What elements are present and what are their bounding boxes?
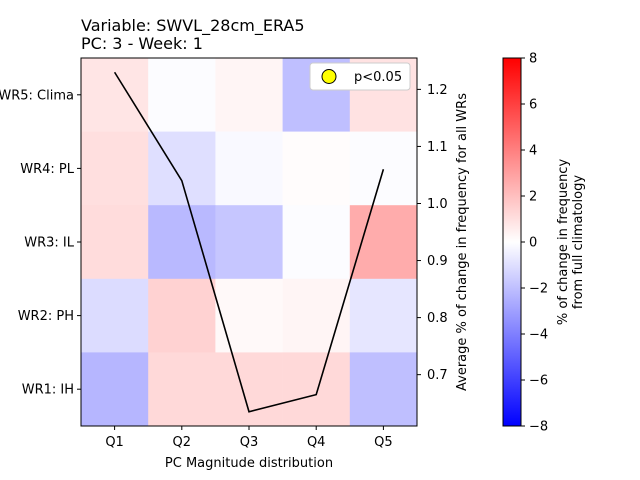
y-tick-label: WR4: PL: [20, 162, 75, 177]
x-tick-label: Q4: [307, 435, 326, 450]
colorbar-tick-label: 2: [529, 190, 537, 205]
heatmap-cell: [349, 205, 418, 280]
y-tick-label: WR3: IL: [24, 236, 75, 251]
heatmap-cell: [349, 131, 418, 206]
heatmap-cell: [81, 278, 149, 353]
colorbar-tick-label: 8: [529, 52, 537, 67]
right-axis: 0.7 0.8 0.9 1.0 1.1 1.2: [417, 83, 448, 383]
colorbar-tick-label: 0: [529, 236, 537, 251]
right-tick-label: 1.0: [427, 197, 448, 212]
x-tick-label: Q1: [105, 435, 124, 450]
heatmap-cells: [81, 58, 418, 427]
x-tick-label: Q3: [240, 435, 259, 450]
colorbar-tick-label: 4: [529, 144, 537, 159]
x-tick-label: Q2: [173, 435, 192, 450]
heatmap-cell: [282, 205, 351, 280]
x-axis-label: PC Magnitude distribution: [165, 456, 333, 471]
legend-box: [309, 62, 411, 91]
right-tick-label: 1.2: [427, 83, 448, 98]
colorbar-gradient: [502, 57, 522, 427]
colorbar-tick-label: 6: [529, 98, 537, 113]
heatmap-cell: [282, 352, 351, 427]
right-axis-label: Average % of change in frequency for all…: [455, 93, 470, 391]
colorbar-tick-label: −2: [529, 282, 548, 297]
heatmap-cell: [215, 131, 283, 206]
colorbar-tick-label: −8: [529, 420, 548, 435]
heatmap-cell: [148, 58, 216, 132]
chart-title-line2: PC: 3 - Week: 1: [81, 34, 203, 53]
legend: p<0.05: [309, 62, 411, 91]
x-tick-label: Q5: [374, 435, 393, 450]
colorbar-tick-label: −6: [529, 374, 548, 389]
heatmap-cell: [148, 352, 216, 427]
colorbar-tick-label: −4: [529, 328, 548, 343]
y-tick-label: WR5: Clima: [0, 88, 74, 103]
average-change-line: [113, 71, 385, 413]
colorbar-axis: 8 6 4 2 0 −2 −4 −6 −8: [521, 52, 548, 435]
right-tick-label: 0.9: [427, 254, 448, 269]
heatmap-cell: [215, 352, 283, 427]
heatmap-cell: [215, 278, 283, 353]
right-tick-label: 1.1: [427, 140, 448, 155]
heatmap-cell: [349, 352, 418, 427]
heatmap-cell: [81, 131, 149, 206]
heatmap-cell: [148, 278, 216, 353]
heatmap-cell: [148, 205, 216, 280]
heatmap-cell: [81, 58, 149, 132]
y-axis: WR5: Clima WR4: PL WR3: IL WR2: PH WR1: IH: [0, 88, 81, 398]
legend-marker-icon: [321, 69, 337, 84]
heatmap-cell: [215, 58, 283, 132]
y-tick-label: WR1: IH: [22, 383, 74, 398]
x-axis: Q1 Q2 Q3 Q4 Q5: [105, 426, 393, 450]
heatmap-cell: [282, 278, 351, 353]
right-tick-label: 0.8: [427, 311, 448, 326]
y-tick-label: WR2: PH: [18, 309, 74, 324]
chart-title-line1: Variable: SWVL_28cm_ERA5: [81, 16, 305, 36]
heatmap-cell: [349, 278, 418, 353]
heatmap-cell: [81, 205, 149, 280]
colorbar-label-line1: % of change in frequency: [556, 159, 571, 326]
line-layer: [113, 71, 385, 413]
heatmap-cell: [215, 205, 283, 280]
colorbar-label-line2: from full climatology: [571, 175, 586, 309]
heatmap-cell: [282, 131, 351, 206]
heatmap-cell: [81, 352, 149, 427]
legend-label: p<0.05: [354, 70, 402, 85]
right-tick-label: 0.7: [427, 368, 448, 383]
